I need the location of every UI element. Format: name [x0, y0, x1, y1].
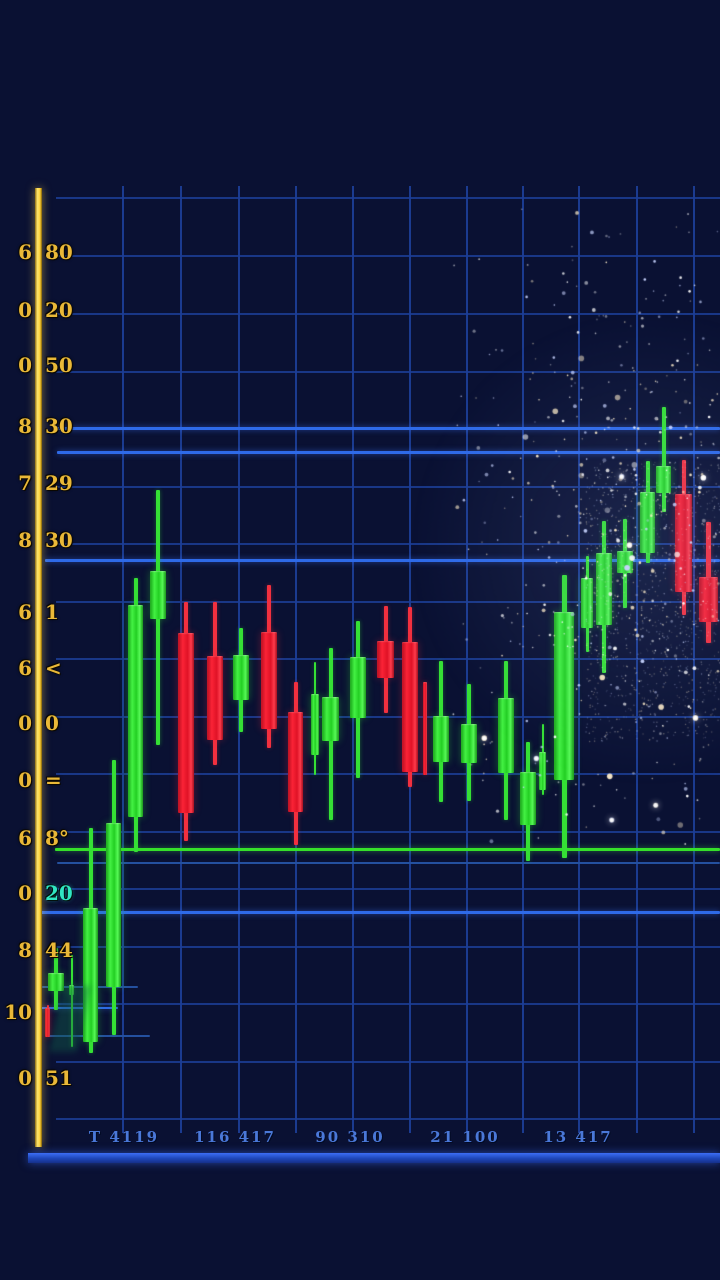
candle-bullish	[520, 772, 536, 825]
gridline-horizontal	[56, 831, 720, 833]
gridline-horizontal	[56, 313, 720, 315]
y-axis-label: 8 30	[0, 413, 96, 439]
candle-bullish	[233, 655, 249, 700]
x-axis-label: 90 310	[315, 1128, 385, 1146]
gridline-horizontal	[56, 1118, 720, 1120]
y-axis-label-left: 6	[18, 240, 32, 264]
y-axis-label-value: 80	[45, 240, 73, 264]
gridline-horizontal	[56, 1061, 720, 1063]
y-axis-label-left: 0	[18, 298, 32, 322]
y-axis-label: 0 20	[0, 880, 96, 906]
candle-bullish	[656, 466, 671, 493]
y-axis-label: 6 <	[0, 655, 96, 681]
candle-bearish	[207, 656, 223, 740]
support-line-green	[55, 848, 720, 851]
y-axis-label-value: <	[45, 656, 62, 680]
candle-bearish	[423, 682, 427, 775]
y-axis-label-left: 6	[18, 600, 32, 624]
candle-bullish	[350, 657, 366, 718]
y-axis-label: 0 20	[0, 297, 96, 323]
y-axis-label-left: 8	[18, 528, 32, 552]
support-line-blue	[38, 911, 720, 914]
gridline-horizontal	[56, 255, 720, 257]
y-axis-label-value: 0	[45, 711, 59, 735]
time-axis-bar	[28, 1153, 720, 1163]
gridline-horizontal	[56, 946, 720, 948]
candle-bullish	[433, 716, 449, 762]
gridline-horizontal	[56, 888, 720, 890]
y-axis-label: 8 30	[0, 527, 96, 553]
y-axis-label-value: 30	[45, 528, 73, 552]
y-axis-label: 6 8°	[0, 825, 96, 851]
candle-bearish	[178, 633, 194, 813]
y-axis-label: 0 51	[0, 1065, 96, 1091]
y-axis-label: 0 50	[0, 352, 96, 378]
candle-bullish	[322, 697, 339, 741]
candle-bearish	[675, 494, 692, 592]
y-axis-label-value: 8°	[45, 826, 69, 850]
candle-bearish	[261, 632, 277, 729]
y-axis-label-left: 10	[4, 1000, 32, 1024]
candle-bullish	[498, 698, 514, 773]
candle-bullish	[539, 752, 546, 790]
candle-bullish	[617, 551, 633, 573]
candle-bullish	[581, 578, 593, 628]
candle-bullish	[311, 694, 319, 755]
y-axis-label-left: 0	[18, 768, 32, 792]
candle-bullish	[554, 612, 574, 780]
y-axis-label-value: 51	[45, 1066, 73, 1090]
y-axis-label-value: 20	[45, 881, 73, 905]
candle-bearish	[402, 642, 418, 772]
candle-wick	[661, 407, 666, 512]
candle-bullish	[128, 605, 143, 817]
resistance-line-upper	[57, 427, 720, 430]
x-axis-label: 13 417	[543, 1128, 613, 1146]
y-axis-label-value: 20	[45, 298, 73, 322]
x-axis-label: 116 417	[194, 1128, 276, 1146]
candle-bullish	[150, 571, 166, 619]
y-axis-label-value: =	[45, 768, 62, 792]
y-axis-label-value: 44	[45, 938, 73, 962]
y-axis-label-left: 8	[18, 414, 32, 438]
candle-bullish	[461, 724, 477, 763]
candle-bullish	[596, 553, 612, 625]
gridline-horizontal	[56, 197, 720, 199]
y-axis-label-value: 50	[45, 353, 73, 377]
candle-bearish	[288, 712, 303, 812]
y-axis-label-left: 6	[18, 826, 32, 850]
resistance-line-lower	[57, 451, 720, 454]
y-axis-label-value: 29	[45, 471, 73, 495]
y-axis-label-left: 8	[18, 938, 32, 962]
candle-bullish	[106, 823, 121, 987]
gridline-horizontal	[56, 371, 720, 373]
candle-bullish	[640, 492, 655, 553]
y-axis-label-left: 6	[18, 656, 32, 680]
y-axis-label-value: 30	[45, 414, 73, 438]
x-axis-label: T 4119	[88, 1128, 160, 1146]
y-axis-label-left: 0	[18, 353, 32, 377]
y-axis-label-left: 0	[18, 711, 32, 735]
y-axis-label-left: 0	[18, 1066, 32, 1090]
level-line-faint	[57, 862, 720, 864]
gridline-horizontal	[56, 1003, 720, 1005]
y-axis-label-value: 1	[45, 600, 59, 624]
y-axis-label: 8 44	[0, 937, 96, 963]
y-axis-label: 6 80	[0, 239, 96, 265]
y-axis-label-left: 7	[18, 471, 32, 495]
y-axis-label: 10	[0, 999, 96, 1025]
y-axis-label-left: 0	[18, 881, 32, 905]
x-axis-label: 21 100	[430, 1128, 500, 1146]
y-axis-label: 7 29	[0, 470, 96, 496]
gridline-horizontal	[56, 486, 720, 488]
gridline-horizontal	[56, 773, 720, 775]
candle-bearish	[377, 641, 394, 678]
y-axis-label: 0 =	[0, 767, 96, 793]
candle-bearish	[699, 577, 718, 622]
